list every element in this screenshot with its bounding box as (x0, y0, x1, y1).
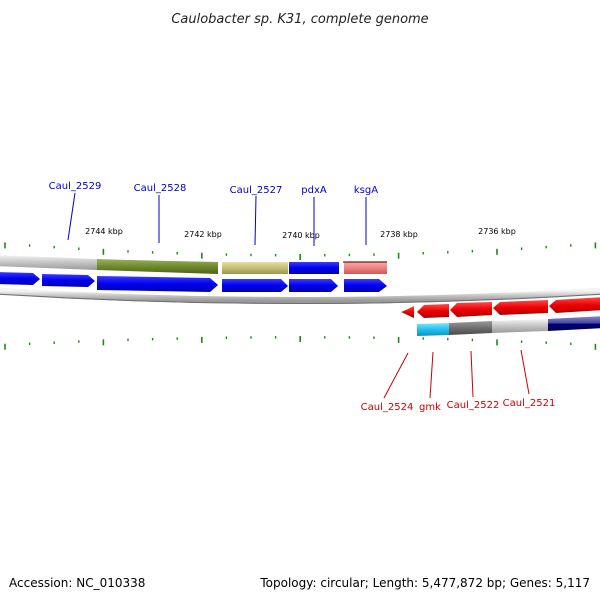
reverse-gene-arrow-2[interactable] (417, 304, 449, 318)
tick-marks-top (4, 242, 597, 260)
gene-label-ksga[interactable]: ksgA (354, 185, 378, 196)
scale-label-2736: 2736 kbp (478, 227, 516, 236)
feature-segment-navy (548, 316, 600, 331)
forward-gene-arrow-6[interactable] (344, 279, 387, 292)
gene-label-caul-2521[interactable]: Caul_2521 (503, 398, 556, 409)
reverse-gene-arrow-3[interactable] (450, 302, 492, 317)
leader-caul-2524 (383, 352, 409, 399)
leader-caul-2521 (520, 349, 530, 395)
gene-label-caul-2528[interactable]: Caul_2528 (134, 183, 187, 194)
leader-caul-2522 (470, 350, 474, 398)
scale-label-2740: 2740 kbp (282, 231, 320, 240)
scale-label-2738: 2738 kbp (380, 230, 418, 239)
gene-label-caul-2524[interactable]: Caul_2524 (361, 402, 414, 413)
gene-label-caul-2527[interactable]: Caul_2527 (230, 185, 283, 196)
forward-genes (0, 272, 387, 292)
leader-caul-2529 (67, 192, 76, 241)
leader-caul-2527 (254, 195, 257, 246)
forward-gene-arrow-3[interactable] (97, 276, 218, 292)
forward-gene-arrow-2[interactable] (42, 274, 95, 287)
gene-label-caul-2529[interactable]: Caul_2529 (49, 181, 102, 192)
accession-text: Accession: NC_010338 (9, 576, 145, 590)
reverse-gene-labels: Caul_2524 gmk Caul_2522 Caul_2521 (361, 349, 556, 413)
reverse-gene-arrow-5[interactable] (549, 297, 600, 313)
forward-gene-arrow-1[interactable] (0, 272, 40, 285)
feature-segment-khaki (222, 262, 288, 274)
forward-feature-band (0, 255, 387, 274)
gene-label-caul-2522[interactable]: Caul_2522 (447, 400, 500, 411)
reverse-gene-arrow-1b[interactable] (402, 306, 414, 318)
reverse-genes (401, 297, 600, 318)
tick-marks-bottom (4, 336, 597, 350)
feature-segment-cyan (417, 323, 449, 336)
gene-label-gmk[interactable]: gmk (419, 402, 441, 413)
genome-title: Caulobacter sp. K31, complete genome (171, 12, 428, 27)
forward-gene-labels: Caul_2529 Caul_2528 Caul_2527 pdxA ksgA (49, 181, 378, 246)
genome-summary-text: Topology: circular; Length: 5,477,872 bp… (259, 576, 590, 590)
reverse-gene-arrow-4[interactable] (493, 300, 548, 315)
genome-backbone-shadow (0, 293, 600, 304)
reverse-feature-band (417, 316, 600, 336)
scale-label-2742: 2742 kbp (184, 230, 222, 239)
scale-label-2744: 2744 kbp (85, 227, 123, 236)
genome-backbone (0, 287, 600, 304)
feature-segment-blue (289, 262, 339, 274)
forward-gene-arrow-4[interactable] (222, 279, 288, 292)
feature-segment-gray (0, 255, 97, 270)
leader-gmk (429, 351, 434, 399)
scale-labels: 2744 kbp 2742 kbp 2740 kbp 2738 kbp 2736… (85, 227, 516, 240)
gene-label-pdxa[interactable]: pdxA (301, 185, 327, 196)
forward-gene-arrow-5[interactable] (289, 279, 338, 292)
feature-segment-darkgray (449, 321, 492, 335)
feature-segment-pink (344, 262, 387, 274)
feature-segment-olive (97, 259, 218, 274)
feature-segment-lightgray (492, 319, 548, 333)
